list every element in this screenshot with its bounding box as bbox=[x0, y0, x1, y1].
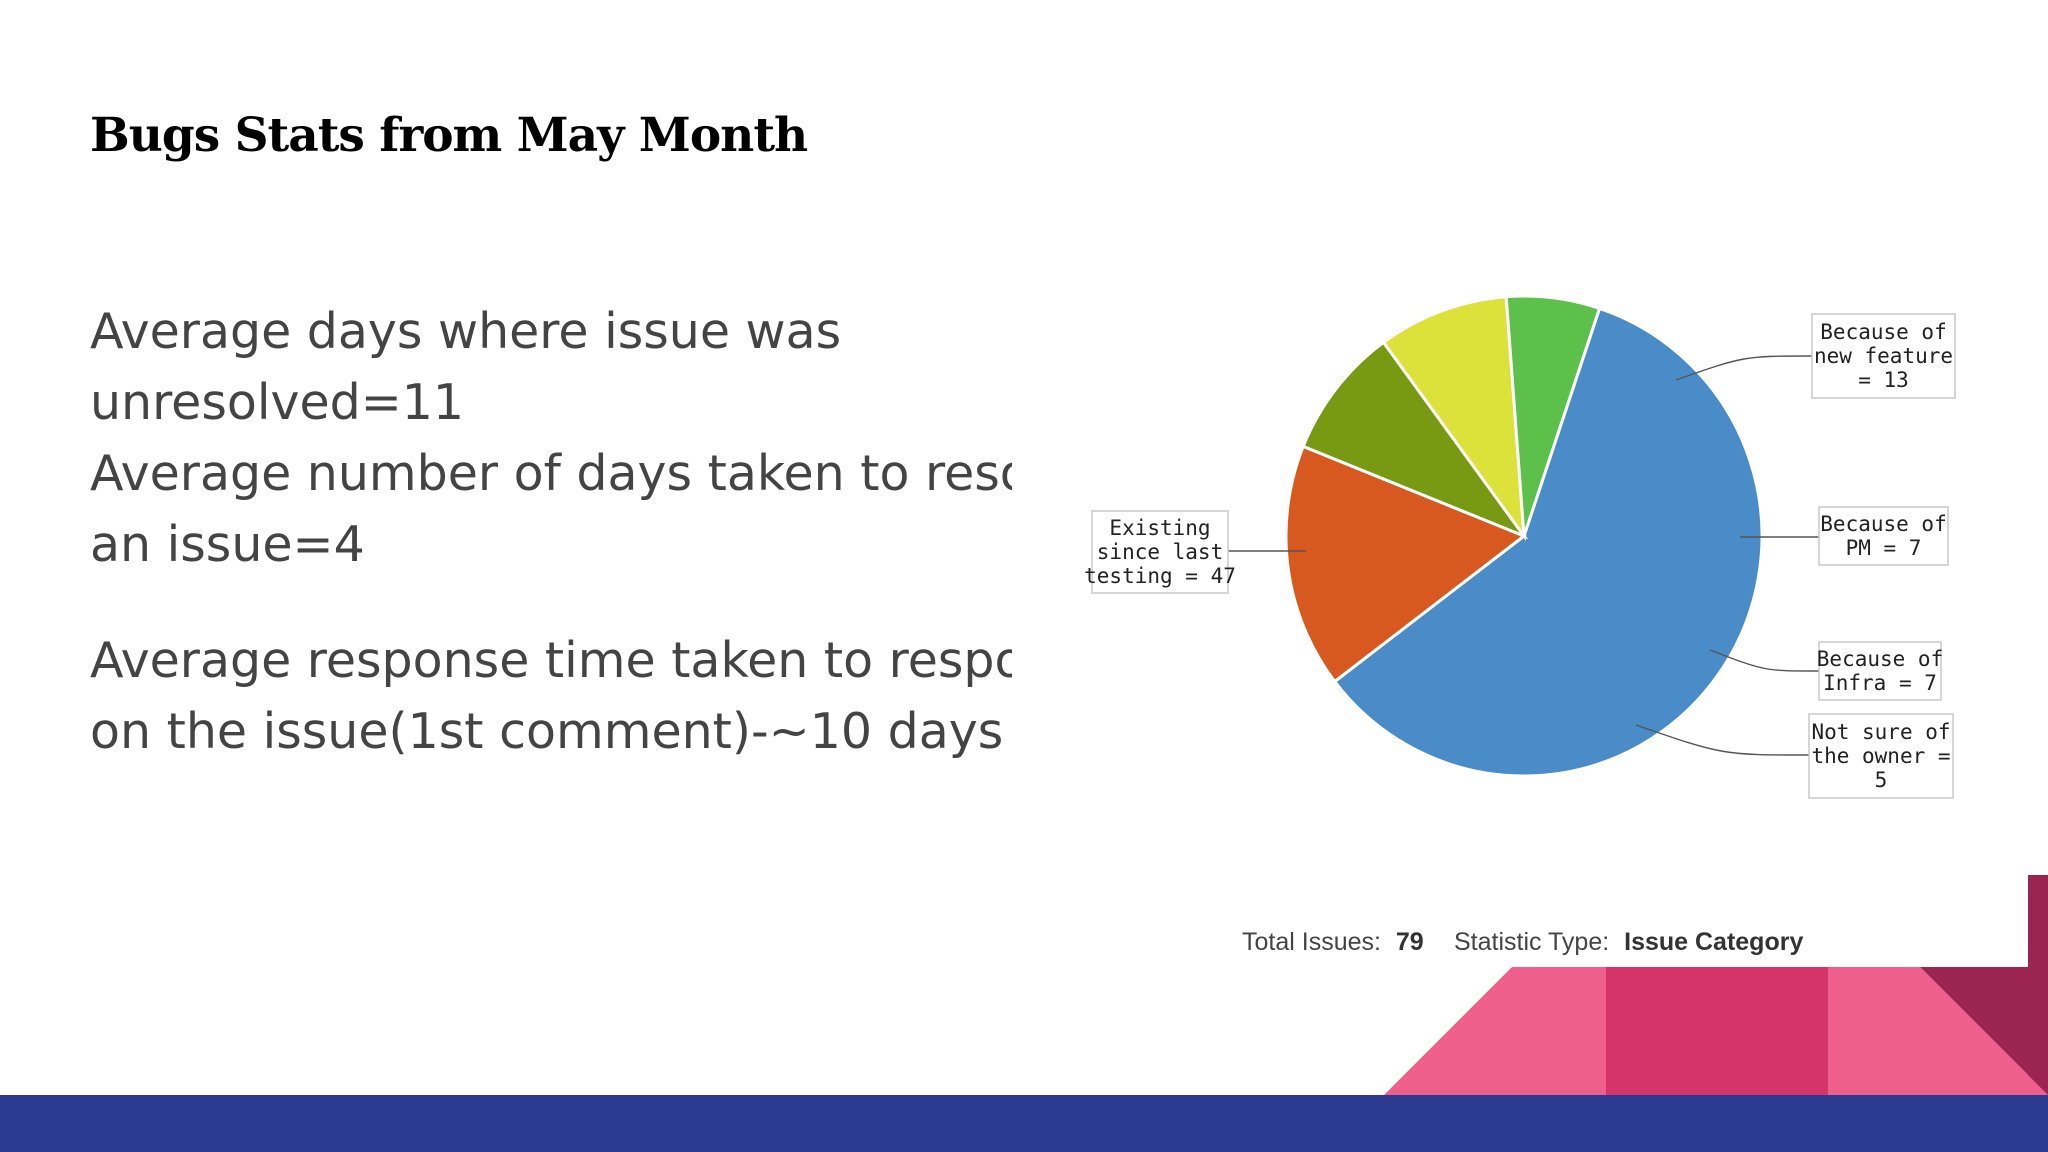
slide-title: Bugs Stats from May Month bbox=[90, 108, 808, 163]
chart-footer: Total Issues: 79 Statistic Type: Issue C… bbox=[1242, 928, 1803, 956]
body-line: Average number of days taken to resolve bbox=[90, 445, 1012, 502]
slice-label: Not sure of the owner = 5 bbox=[1811, 720, 1950, 792]
slice-label: Because of Infra = 7 bbox=[1817, 647, 1943, 695]
pie-slice bbox=[1284, 444, 1527, 684]
slice-label: Existing since last testing = 47 bbox=[1084, 516, 1236, 588]
svg-text:Statistic Type: Issue Ca: Statistic Type: Issue Category bbox=[1454, 928, 1803, 956]
body-line: an issue=4 bbox=[90, 516, 365, 573]
body-line: Average days where issue was bbox=[90, 303, 842, 360]
pink-trapezoid bbox=[1384, 967, 1606, 1095]
pie-slice bbox=[1381, 295, 1526, 542]
slide-body: Average days where issue was unresolved=… bbox=[90, 296, 1012, 767]
slice-label: Because of PM = 7 bbox=[1820, 512, 1946, 560]
pie-slice bbox=[1301, 340, 1529, 540]
statistic-type-value: Issue Category bbox=[1624, 928, 1803, 956]
slice-label-box bbox=[1091, 510, 1229, 594]
slice-label-box bbox=[1818, 506, 1949, 566]
pink-rect-dark bbox=[1606, 967, 1828, 1095]
statistic-type-label: Statistic Type: bbox=[1454, 928, 1609, 956]
pink-rect-light bbox=[1828, 967, 2048, 1095]
slice-label-box bbox=[1818, 641, 1942, 701]
body-line: Average response time taken to response bbox=[90, 632, 1012, 689]
leader-line bbox=[1675, 355, 1813, 381]
pie-slices bbox=[1284, 294, 1764, 778]
slice-label-box bbox=[1811, 313, 1956, 399]
pie-slice bbox=[1332, 306, 1764, 778]
leader-line bbox=[1709, 649, 1820, 672]
leader-line bbox=[1635, 724, 1810, 756]
slice-label-box bbox=[1808, 713, 1954, 799]
slice-labels: Existing since last testing = 47 Because of… bbox=[1084, 313, 1956, 799]
bottom-bar bbox=[0, 1095, 2048, 1152]
slice-label: Because of new feature = 13 bbox=[1814, 320, 1953, 392]
svg-text:Total Issues: 79: Total Issues: 79 bbox=[1242, 928, 1424, 956]
body-line: unresolved=11 bbox=[90, 374, 465, 431]
body-line: on the issue(1st comment)-~10 days bbox=[90, 703, 1004, 760]
total-issues-label: Total Issues: bbox=[1242, 928, 1381, 956]
total-issues-value: 79 bbox=[1396, 928, 1424, 956]
pie-slice bbox=[1504, 294, 1602, 537]
